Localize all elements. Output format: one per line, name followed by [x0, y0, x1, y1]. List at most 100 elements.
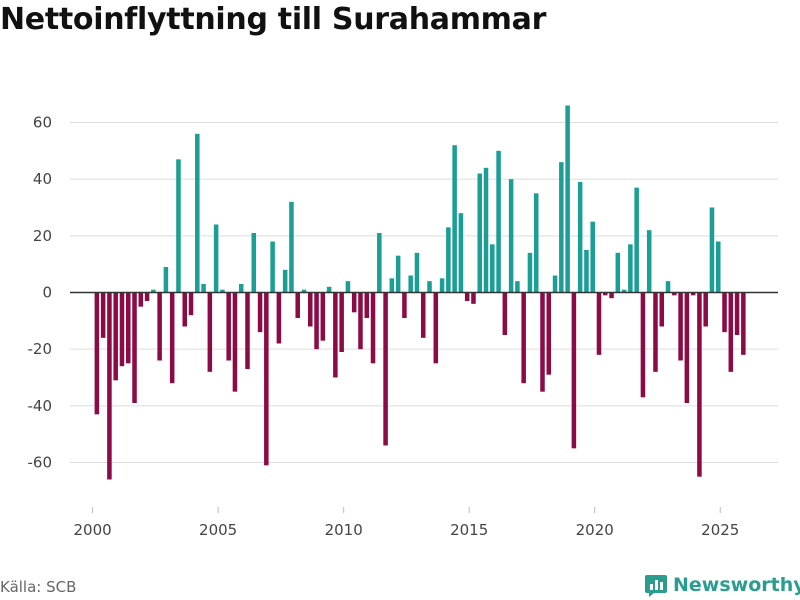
bar [333, 292, 338, 378]
bar [577, 182, 583, 293]
source-note: Källa: SCB [0, 578, 77, 596]
bar [502, 292, 508, 335]
bar [584, 250, 589, 293]
bar [113, 292, 118, 381]
y-tick-label: -20 [28, 340, 53, 358]
bar [609, 292, 614, 299]
bar [741, 292, 746, 355]
bar [433, 292, 439, 364]
x-tick-label: 2025 [701, 521, 739, 539]
bar [515, 281, 520, 293]
bar [427, 281, 432, 293]
bar [220, 289, 225, 293]
bar [339, 292, 344, 352]
bar [364, 292, 370, 318]
bar [314, 292, 319, 350]
bar [697, 292, 702, 477]
bar [270, 241, 275, 293]
bar [107, 292, 112, 480]
bar [188, 292, 194, 316]
bar [709, 207, 715, 293]
bar [157, 292, 162, 361]
x-tick-label: 2005 [199, 521, 237, 539]
bar [678, 292, 683, 361]
bar [176, 159, 181, 293]
bar [213, 224, 219, 293]
bar [715, 241, 721, 293]
bar [301, 289, 307, 293]
bar [634, 187, 639, 293]
bar [94, 292, 100, 415]
bar [446, 227, 451, 293]
newsworthy-logo: Newsworthy [645, 570, 800, 600]
x-axis-ticks: 2000 2005 2010 2015 2020 2025 [74, 507, 739, 539]
gridlines [70, 122, 778, 463]
bar [395, 255, 401, 293]
bar [289, 201, 294, 293]
y-tick-label: 0 [42, 284, 52, 302]
bar [100, 292, 106, 338]
x-tick-label: 2000 [74, 521, 112, 539]
bar-chart: 60 40 20 0 -20 -40 -60 2000 2005 2010 2015 2020 202… [28, 105, 778, 539]
bar [408, 275, 413, 293]
bar [496, 150, 501, 293]
bar [389, 278, 395, 293]
bar [734, 292, 740, 335]
bar [590, 221, 595, 293]
bar [672, 292, 677, 296]
bar [320, 292, 326, 341]
bar [571, 292, 577, 449]
bar [646, 230, 652, 293]
y-tick-label: -60 [28, 454, 53, 472]
bar [138, 292, 144, 307]
bar [119, 292, 125, 367]
bar [257, 292, 263, 333]
bar [596, 292, 602, 355]
bar [169, 292, 175, 384]
bar [458, 213, 464, 293]
bar [477, 173, 482, 293]
bar [276, 292, 282, 344]
bar [615, 252, 621, 293]
bar [621, 289, 627, 293]
bar [483, 167, 489, 293]
bar [182, 292, 187, 327]
bar [238, 284, 244, 293]
bar [125, 292, 131, 364]
bar [414, 252, 420, 293]
bar [728, 292, 734, 372]
x-tick-label: 2020 [576, 521, 614, 539]
bar [722, 292, 727, 333]
bar [527, 252, 533, 293]
bar [132, 292, 137, 403]
y-axis-ticks: 60 40 20 0 -20 -40 -60 [28, 114, 53, 472]
bar [351, 292, 357, 313]
bar [690, 292, 696, 296]
bar [251, 233, 257, 293]
bar [264, 292, 269, 466]
chart-logo-icon [645, 575, 667, 597]
bar [665, 281, 671, 293]
bar [245, 292, 250, 369]
bar [471, 292, 476, 304]
bar [533, 193, 539, 293]
bar [439, 278, 445, 293]
bar [326, 286, 332, 293]
bars [94, 105, 746, 480]
bar [358, 292, 363, 350]
bar [490, 244, 495, 293]
y-tick-label: 20 [33, 227, 52, 245]
bar [659, 292, 665, 327]
brand-name: Newsworthy [673, 574, 800, 596]
y-tick-label: -40 [28, 397, 53, 415]
bar [684, 292, 690, 403]
bar [163, 267, 169, 293]
bar [552, 275, 558, 293]
bar [144, 292, 150, 301]
bar [521, 292, 526, 384]
bar [383, 292, 388, 446]
bar [559, 162, 564, 293]
y-tick-label: 60 [33, 114, 52, 132]
y-tick-label: 40 [33, 170, 52, 188]
bar [308, 292, 313, 327]
